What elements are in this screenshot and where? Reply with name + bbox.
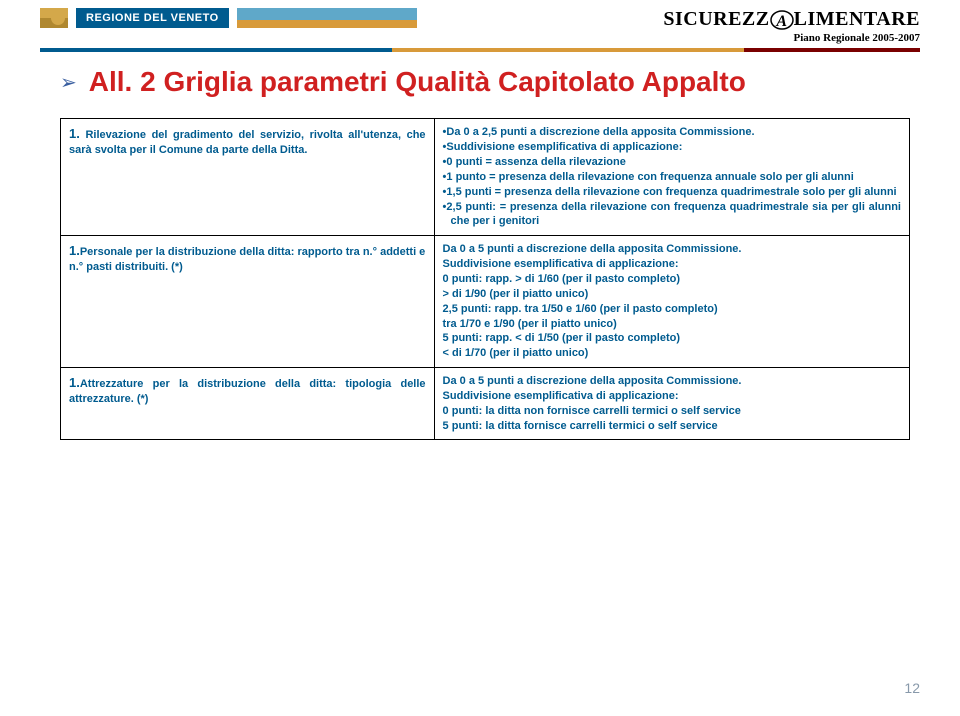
row1-b3: •2,5 punti: = presenza della rilevazione… <box>443 200 901 230</box>
arrow-icon: ➢ <box>60 70 77 95</box>
row3-l1: 5 punti: la ditta fornisce carrelli term… <box>443 419 901 434</box>
row2-left-text: Personale per la distribuzione della dit… <box>69 246 425 273</box>
row1-num: 1. <box>69 126 80 141</box>
row2-l2: 2,5 punti: rapp. tra 1/50 e 1/60 (per il… <box>443 302 901 317</box>
page-title: All. 2 Griglia parametri Qualità Capitol… <box>89 66 746 98</box>
row2-l0: 0 punti: rapp. > di 1/60 (per il pasto c… <box>443 272 901 287</box>
header: REGIONE DEL VENETO SICUREZZ A LIMENTARE Pi… <box>0 0 960 44</box>
veneto-strip-icon <box>237 8 417 28</box>
row2-l1: > di 1/90 (per il piatto unico) <box>443 287 901 302</box>
sicurezza-part1: SICUREZZ <box>663 8 769 30</box>
row2-l4: 5 punti: rapp. < di 1/50 (per il pasto c… <box>443 331 901 346</box>
row1-b0: •0 punti = assenza della rilevazione <box>443 155 901 170</box>
page-number: 12 <box>904 680 920 696</box>
row3-sub: Suddivisione esemplificativa di applicaz… <box>443 389 901 404</box>
row2-left: 1.Personale per la distribuzione della d… <box>61 236 435 368</box>
row2-sub: Suddivisione esemplificativa di applicaz… <box>443 257 901 272</box>
row2-num: 1. <box>69 243 80 258</box>
svg-text:A: A <box>775 13 787 30</box>
row2-l5: < di 1/70 (per il piatto unico) <box>443 346 901 361</box>
parameters-table: 1. Rilevazione del gradimento del serviz… <box>60 118 910 440</box>
row1-left: 1. Rilevazione del gradimento del serviz… <box>61 119 435 236</box>
title-row: ➢ All. 2 Griglia parametri Qualità Capit… <box>0 52 960 108</box>
row1-sub: •Suddivisione esemplificativa di applica… <box>443 140 901 155</box>
row1-lead: •Da 0 a 2,5 punti a discrezione della ap… <box>443 125 901 140</box>
row3-left: 1.Attrezzature per la distribuzione dell… <box>61 368 435 440</box>
header-right: SICUREZZ A LIMENTARE Piano Regionale 2005-… <box>663 8 920 44</box>
row3-lead: Da 0 a 5 punti a discrezione della appos… <box>443 374 901 389</box>
row2-lead: Da 0 a 5 punti a discrezione della appos… <box>443 242 901 257</box>
piano-label: Piano Regionale 2005-2007 <box>663 32 920 44</box>
row1-b2: •1,5 punti = presenza della rilevazione … <box>443 185 901 200</box>
row2-right: Da 0 a 5 punti a discrezione della appos… <box>434 236 909 368</box>
row1-left-text: Rilevazione del gradimento del servizio,… <box>69 129 426 156</box>
sicurezza-label: SICUREZZ A LIMENTARE <box>663 8 920 32</box>
veneto-logo-icon <box>40 8 68 28</box>
table-row: 1.Personale per la distribuzione della d… <box>61 236 910 368</box>
row2-l3: tra 1/70 e 1/90 (per il piatto unico) <box>443 317 901 332</box>
row1-right: •Da 0 a 2,5 punti a discrezione della ap… <box>434 119 909 236</box>
a-calligraphic-icon: A <box>770 8 794 32</box>
row3-right: Da 0 a 5 punti a discrezione della appos… <box>434 368 909 440</box>
sicurezza-part2: LIMENTARE <box>794 8 920 30</box>
regione-label: REGIONE DEL VENETO <box>76 8 229 28</box>
table-row: 1.Attrezzature per la distribuzione dell… <box>61 368 910 440</box>
row1-b1: •1 punto = presenza della rilevazione co… <box>443 170 901 185</box>
header-left: REGIONE DEL VENETO <box>40 8 417 28</box>
row3-left-text: Attrezzature per la distribuzione della … <box>69 378 426 405</box>
table-row: 1. Rilevazione del gradimento del serviz… <box>61 119 910 236</box>
row3-num: 1. <box>69 375 80 390</box>
row3-l0: 0 punti: la ditta non fornisce carrelli … <box>443 404 901 419</box>
